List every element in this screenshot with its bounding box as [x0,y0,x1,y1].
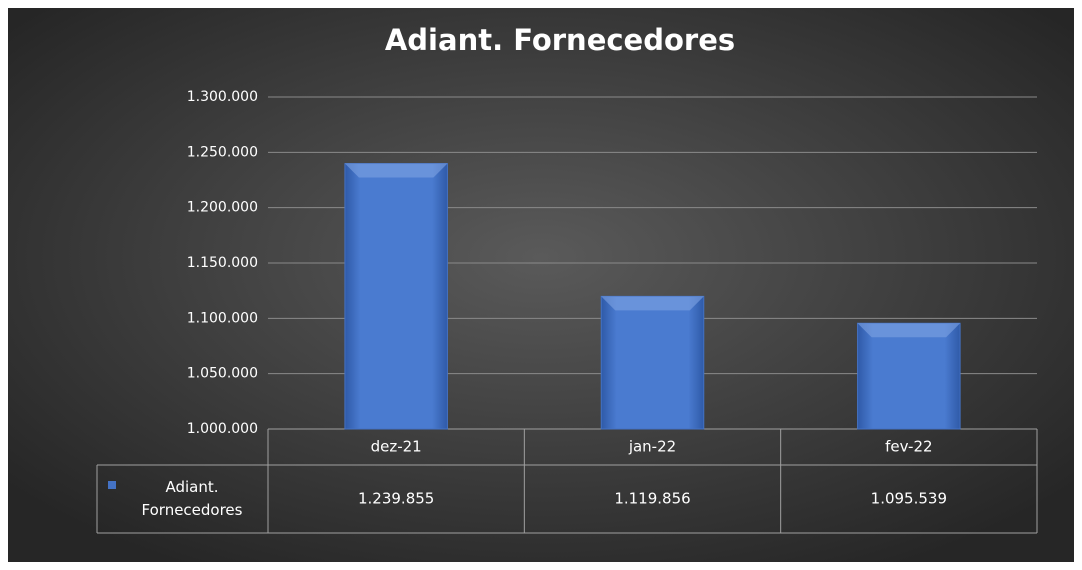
y-tick-label: 1.250.000 [187,144,258,160]
x-tick-label: fev-22 [885,438,932,456]
bar-bevel [857,323,961,338]
chart-background [8,8,1074,562]
legend-swatch [108,481,116,489]
bar [344,163,448,430]
y-tick-label: 1.300.000 [187,89,258,105]
bar [600,295,705,430]
y-tick-label: 1.050.000 [187,366,258,382]
chart-title: Adiant. Fornecedores [385,23,735,57]
y-tick-label: 1.150.000 [187,255,258,271]
x-tick-label: dez-21 [371,438,422,456]
bar [857,322,961,430]
table-value: 1.239.855 [358,490,434,508]
legend-label: Adiant. Fornecedores [141,478,243,519]
bar-bevel [601,296,704,311]
table-value: 1.119.856 [614,490,690,508]
y-tick-label: 1.200.000 [187,200,258,216]
x-tick-label: jan-22 [628,438,676,456]
bar-bevel [344,163,448,178]
table-value: 1.095.539 [871,490,947,508]
y-tick-label: 1.000.000 [187,421,258,437]
y-tick-label: 1.100.000 [187,310,258,326]
